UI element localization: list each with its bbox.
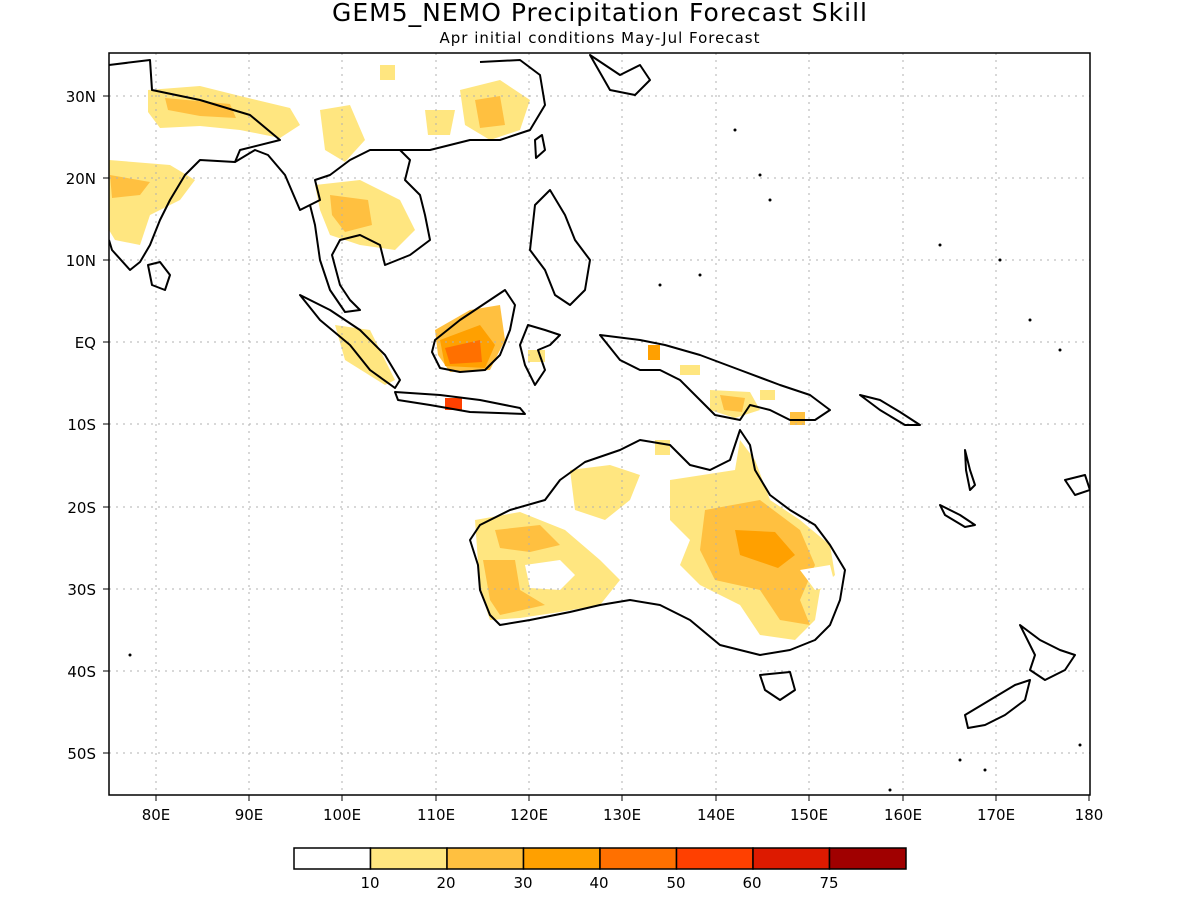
small-islands	[128, 128, 1082, 792]
coast-japan	[589, 54, 651, 96]
lon-label: 80E	[142, 806, 171, 824]
lon-labels: 80E 90E 100E 110E 120E 130E 140E 150E 16…	[142, 806, 1104, 824]
shade-png-d	[720, 395, 745, 412]
lat-label: 10S	[67, 416, 96, 434]
colorbar-label: 50	[666, 874, 685, 892]
lon-label: 140E	[697, 806, 735, 824]
colorbar-label: 75	[819, 874, 838, 892]
lon-label: 90E	[235, 806, 264, 824]
lat-label: 20S	[67, 499, 96, 517]
coast-newcal	[939, 504, 976, 528]
colorbar-swatch	[293, 847, 372, 870]
shade-java	[445, 398, 462, 410]
lat-labels: 30N 20N 10N EQ 10S 20S 30S 40S 50S	[66, 88, 96, 763]
colorbar-swatch	[752, 847, 831, 870]
lon-label: 120E	[510, 806, 548, 824]
colorbar-labels: 10 20 30 40 50 60 75	[360, 874, 838, 892]
shade-png-a	[648, 345, 660, 360]
colorbar-label: 10	[360, 874, 379, 892]
colorbar-swatch	[369, 847, 448, 870]
shade-indochina-core	[330, 195, 372, 232]
shade-png-e	[760, 390, 775, 400]
shade-borneo-core	[445, 340, 482, 364]
colorbar-swatch	[675, 847, 754, 870]
coast-tasmania	[759, 671, 796, 701]
lon-label: 160E	[884, 806, 922, 824]
map-subtitle: Apr initial conditions May-Jul Forecast	[439, 29, 761, 47]
colorbar-label: 60	[742, 874, 761, 892]
grid-lines	[109, 53, 1090, 795]
coast-taiwan	[534, 134, 546, 159]
shade-aus-west-hole	[525, 560, 575, 590]
lon-label: 110E	[417, 806, 455, 824]
lat-label: EQ	[75, 334, 96, 352]
lat-label: 20N	[66, 170, 96, 188]
colorbar-label: 30	[513, 874, 532, 892]
coast-nz-north	[1019, 624, 1076, 681]
coast-vanuatu	[964, 449, 976, 491]
shade-china-c	[425, 110, 455, 135]
shade-aus-west-core2	[495, 525, 560, 552]
shade-china-b	[475, 96, 505, 128]
coast-solomons	[859, 394, 921, 426]
shade-aus-west-core	[483, 560, 545, 615]
lat-label: 30S	[67, 581, 96, 599]
shade-png-f	[790, 412, 805, 425]
coast-srilanka	[147, 261, 171, 291]
colorbar	[293, 847, 907, 870]
lon-label: 150E	[790, 806, 828, 824]
coast-nz-south	[964, 679, 1031, 729]
colorbar-swatch	[522, 847, 601, 870]
colorbar-swatch	[828, 847, 907, 870]
coast-fiji	[1064, 474, 1090, 496]
shade-india	[109, 160, 195, 245]
shade-png-b	[680, 365, 700, 375]
lat-label: 50S	[67, 745, 96, 763]
colorbar-label: 40	[589, 874, 608, 892]
shade-aus-north	[570, 465, 640, 520]
lat-label: 30N	[66, 88, 96, 106]
shade-tibet	[320, 105, 365, 162]
coast-australia	[469, 429, 846, 656]
map-title: GEM5_NEMO Precipitation Forecast Skill	[332, 0, 868, 27]
shade-sumatra	[335, 325, 395, 385]
coast-myanmar-thai-malay	[234, 149, 431, 313]
colorbar-label: 20	[436, 874, 455, 892]
shade-china-d	[380, 65, 395, 80]
lon-label: 180	[1075, 806, 1104, 824]
coast-sulawesi	[519, 324, 561, 386]
shade-himalaya-core	[165, 98, 236, 118]
coastlines	[109, 54, 1090, 729]
lat-label: 40S	[67, 663, 96, 681]
lon-label: 130E	[603, 806, 641, 824]
coast-borneo	[431, 289, 516, 373]
shade-aus-east-core	[735, 530, 795, 568]
skill-shading	[109, 65, 835, 640]
colorbar-swatch	[446, 847, 525, 870]
coast-china	[400, 59, 546, 151]
coast-java	[394, 391, 526, 415]
coast-india-asia	[109, 59, 281, 271]
lon-label: 100E	[323, 806, 361, 824]
shade-aus-east-mid	[700, 500, 815, 625]
coast-sumatra	[299, 294, 401, 389]
lat-label: 10N	[66, 252, 96, 270]
coast-philippines	[529, 189, 591, 306]
lon-label: 170E	[977, 806, 1015, 824]
coast-newguinea	[599, 334, 831, 421]
colorbar-swatch	[599, 847, 678, 870]
shade-india-core	[110, 175, 150, 198]
axis-ticks	[103, 95, 1090, 801]
